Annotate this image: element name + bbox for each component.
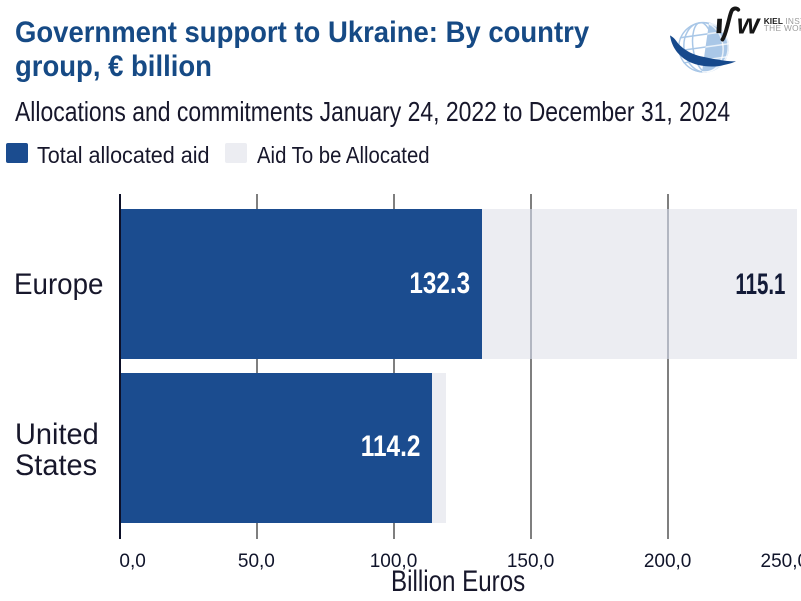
svg-text:KIEL INSTITUTE FOR: KIEL INSTITUTE FOR: [764, 16, 801, 26]
svg-text:THE WORLD ECONOMY: THE WORLD ECONOMY: [764, 23, 801, 33]
svg-text:w: w: [737, 9, 762, 41]
